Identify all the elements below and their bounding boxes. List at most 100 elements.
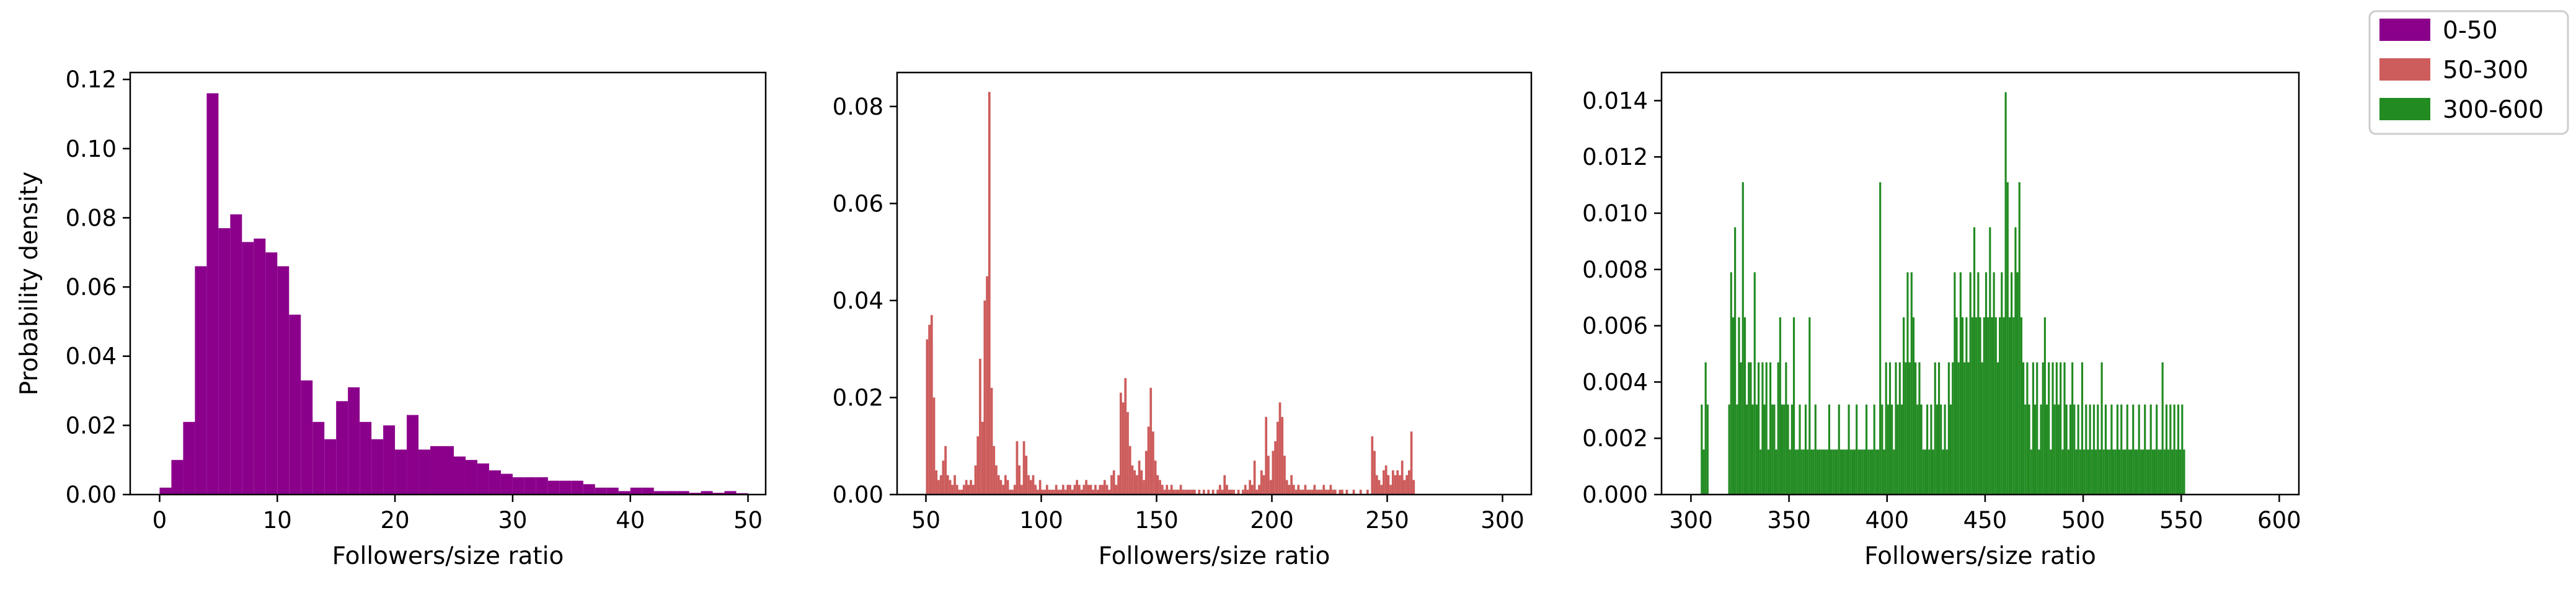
bar [1129, 446, 1131, 495]
bar [1828, 405, 1830, 495]
bar [2140, 449, 2142, 495]
bar [1852, 449, 1854, 495]
y-tick-label: 0.06 [833, 190, 883, 217]
bar [1260, 470, 1263, 495]
bar [1171, 485, 1173, 495]
bar [1412, 480, 1415, 495]
bar [2171, 449, 2173, 495]
bar [1746, 405, 1748, 495]
x-tick-label: 200 [1250, 507, 1294, 534]
bar [1838, 405, 1840, 495]
bar [2068, 449, 2069, 495]
bar [1016, 441, 1019, 495]
bar [254, 239, 265, 495]
bar [1074, 485, 1076, 495]
bar [1893, 449, 1895, 495]
bar [1930, 405, 1932, 495]
bar [1258, 485, 1260, 495]
bar [2011, 272, 2012, 495]
bar [1906, 272, 1908, 495]
bar [1936, 405, 1938, 495]
bar [1076, 480, 1078, 495]
bar [1867, 449, 1869, 495]
bar [1887, 405, 1889, 495]
bar [2150, 405, 2152, 495]
bar [1921, 405, 1923, 495]
bar [1133, 470, 1136, 495]
bar [171, 460, 183, 495]
bar [2128, 449, 2130, 495]
y-tick-label: 0.002 [1582, 425, 1648, 452]
y-tick-label: 0.00 [833, 482, 883, 508]
x-tick-label: 400 [1865, 507, 1909, 534]
bar [1389, 485, 1392, 495]
bar [1136, 475, 1138, 495]
bar [2061, 449, 2063, 495]
x-tick-label: 10 [263, 507, 292, 534]
bar [988, 92, 991, 495]
bar [2058, 405, 2060, 495]
bar [1027, 475, 1030, 495]
bar [940, 475, 942, 495]
bar [2162, 363, 2164, 495]
bar [1732, 317, 1734, 495]
bar [2003, 317, 2004, 495]
bar [1376, 475, 1378, 495]
bar [2024, 405, 2026, 495]
y-tick-label: 0.04 [833, 288, 883, 314]
bar [1754, 272, 1756, 495]
bar [1082, 485, 1085, 495]
bar [206, 93, 218, 495]
bar [1267, 456, 1270, 495]
bar [1973, 227, 1975, 495]
bar [981, 422, 984, 495]
bar [371, 439, 383, 495]
bar [1830, 449, 1832, 495]
bar [944, 446, 947, 495]
histogram-panel-300-600: 300 350 400 450 500 550 6000.0000.0020.0040.00… [1582, 73, 2301, 570]
bar [2014, 227, 2016, 495]
bar [979, 359, 981, 495]
bar [1977, 272, 1979, 495]
bar [2021, 317, 2022, 495]
bar [418, 449, 430, 495]
bar [1768, 449, 1769, 495]
bar [1869, 449, 1871, 495]
legend-label-300-600: 300-600 [2443, 96, 2544, 124]
bar [301, 381, 312, 495]
bar [642, 488, 654, 495]
bar [2036, 363, 2038, 495]
bar [548, 481, 560, 495]
bar [1007, 480, 1009, 495]
bar [1983, 317, 1985, 495]
bar [1914, 363, 1916, 495]
bar [572, 481, 583, 495]
x-tick-label: 600 [2257, 507, 2301, 534]
bar [324, 439, 336, 495]
bar [1913, 317, 1914, 495]
bar [513, 477, 524, 495]
bar [1383, 470, 1385, 495]
histogram-panel-0-50: 0 10 20 30 40 500.000.020.040.060.080.100.12F… [15, 66, 766, 570]
bar [2005, 92, 2007, 495]
x-tick-label: 450 [1963, 507, 2007, 534]
bar [1039, 480, 1042, 495]
bar [1928, 449, 1930, 495]
bar [1281, 417, 1283, 495]
bar [1826, 449, 1828, 495]
bar [2075, 449, 2077, 495]
bar [265, 252, 277, 495]
bar [1817, 449, 1818, 495]
bar [1293, 485, 1295, 495]
bar [1106, 485, 1109, 495]
bar [1752, 405, 1754, 495]
bar [1866, 405, 1867, 495]
histogram-bars [159, 93, 748, 495]
histogram-bars [1701, 92, 2185, 495]
bar [1117, 475, 1120, 495]
bar [1313, 485, 1316, 495]
bar [2099, 449, 2100, 495]
bar [1926, 405, 1928, 495]
bar [1991, 317, 1993, 495]
bar [2079, 449, 2081, 495]
